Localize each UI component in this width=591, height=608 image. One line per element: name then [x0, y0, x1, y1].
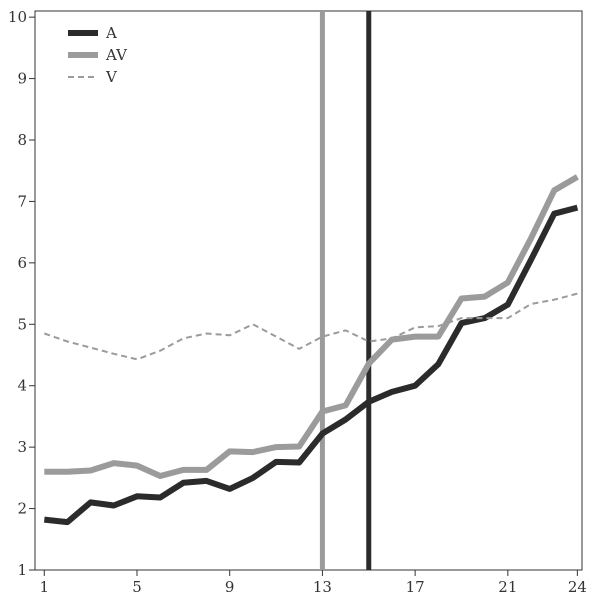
y-axis: 1 2 3 4 5 6 7 8 9 10 — [8, 8, 35, 579]
y-tick-label: 10 — [8, 8, 27, 26]
y-tick-label: 8 — [17, 131, 27, 149]
series-line-a — [43, 204, 579, 526]
y-tick-label: 3 — [17, 438, 27, 456]
x-tick-label: 21 — [498, 578, 517, 596]
y-tick-label: 6 — [17, 254, 27, 272]
x-axis: 1 5 9 13 17 21 24 — [39, 570, 587, 596]
y-tick-label: 5 — [17, 315, 27, 333]
x-tick-label: 24 — [568, 578, 587, 596]
series-group — [43, 174, 579, 526]
series-line-av — [44, 174, 579, 479]
x-tick-label: 5 — [132, 578, 142, 596]
y-tick-label: 2 — [17, 500, 27, 518]
legend-label-v: V — [105, 68, 118, 86]
x-tick-label: 9 — [225, 578, 235, 596]
x-tick-label: 1 — [39, 578, 49, 596]
x-tick-label: 17 — [406, 578, 425, 596]
legend: A AV V — [68, 24, 128, 86]
y-tick-label: 1 — [17, 561, 27, 579]
legend-label-av: AV — [105, 46, 128, 64]
series-line-v — [43, 292, 578, 361]
x-tick-label: 13 — [313, 578, 332, 596]
reference-lines — [319, 11, 372, 570]
y-tick-label: 4 — [17, 377, 27, 395]
y-tick-label: 7 — [17, 192, 27, 210]
legend-label-a: A — [105, 24, 117, 42]
y-tick-label: 9 — [17, 70, 27, 88]
plot-frame — [34, 10, 583, 571]
